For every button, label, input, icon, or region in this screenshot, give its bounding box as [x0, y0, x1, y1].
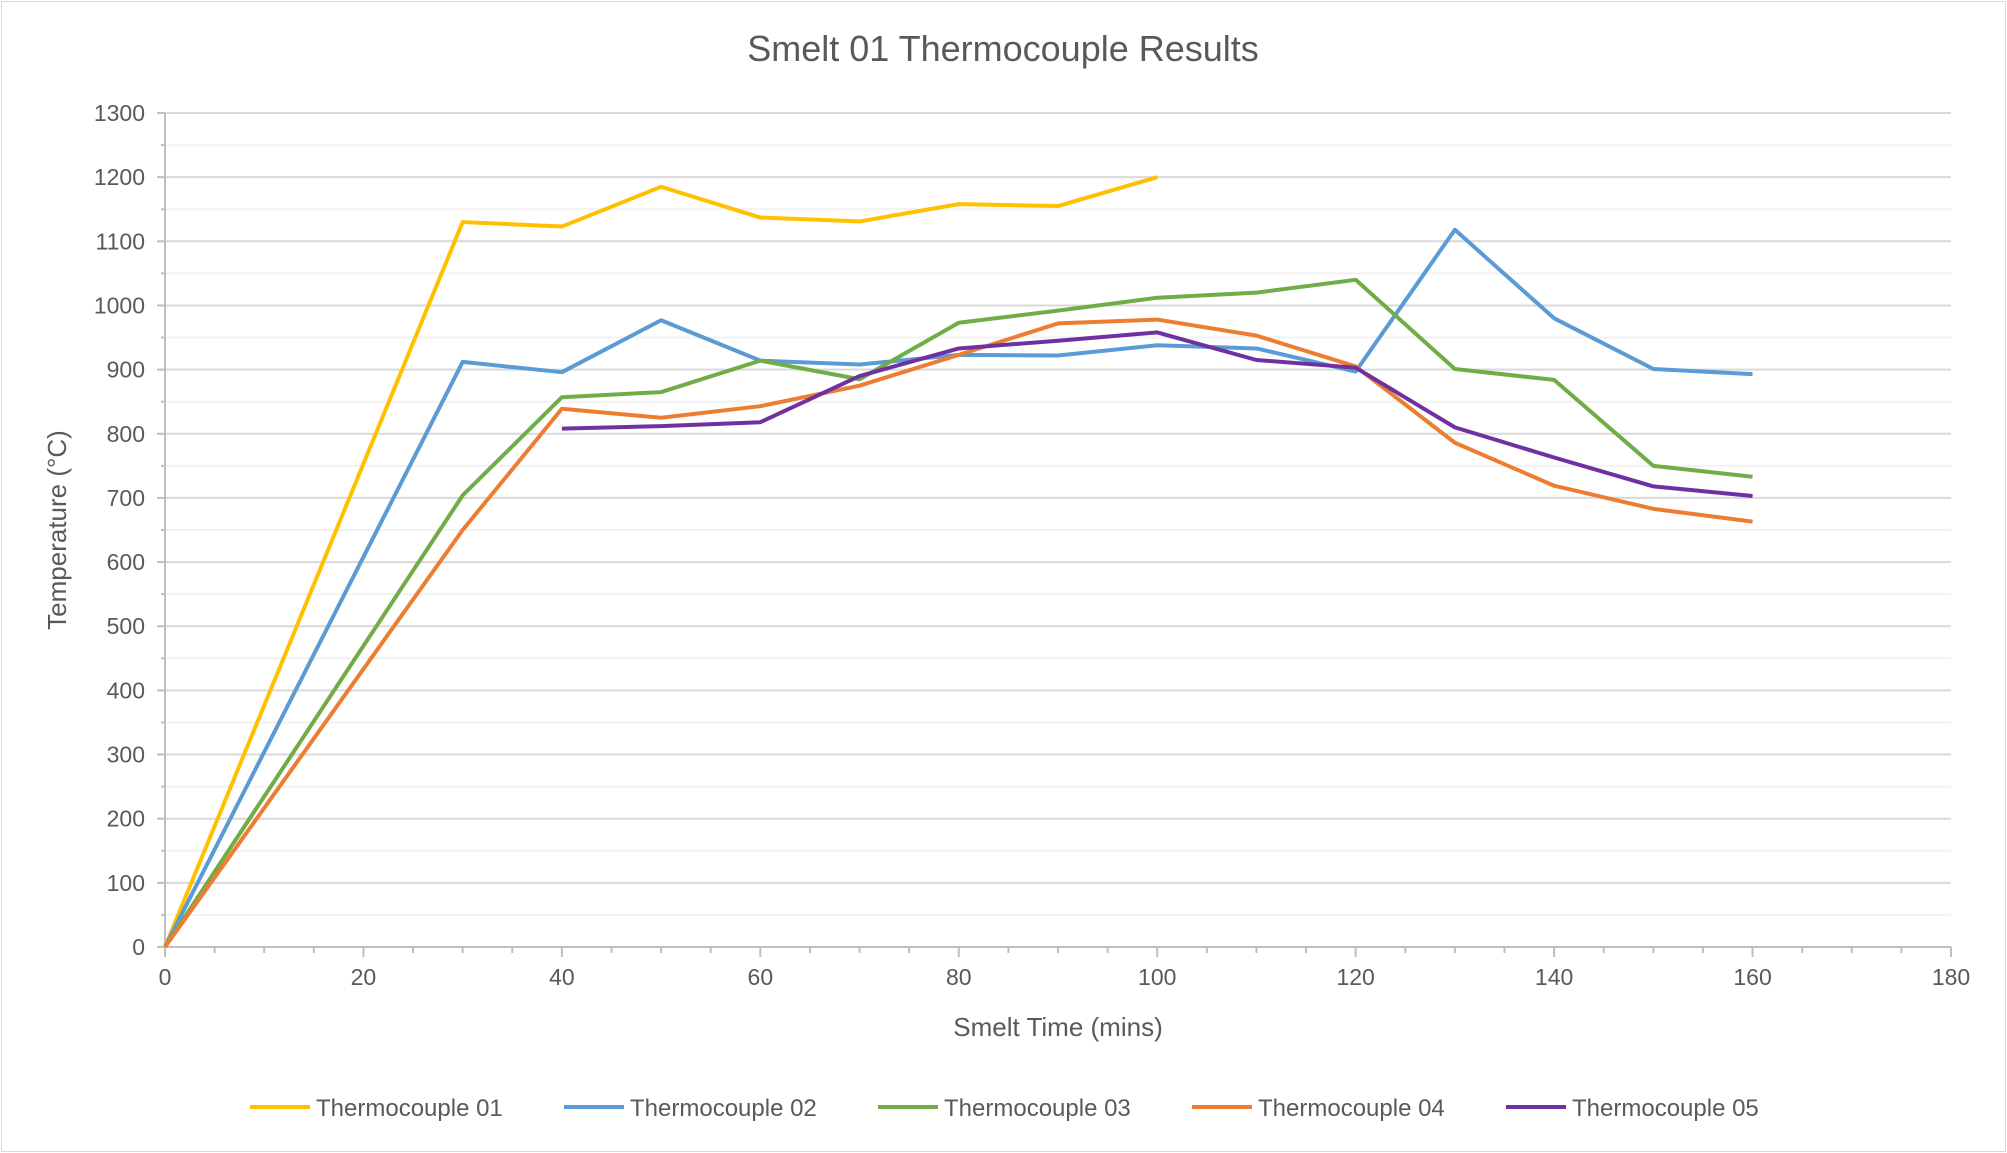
- legend-label-1: Thermocouple 01: [316, 1095, 503, 1122]
- legend-label-2: Thermocouple 02: [630, 1095, 817, 1122]
- y-tick-label: 600: [107, 549, 145, 575]
- legend-label-5: Thermocouple 05: [1572, 1095, 1759, 1122]
- y-tick-label: 200: [107, 806, 145, 832]
- x-tick-label: 160: [1733, 964, 1771, 990]
- x-tick-label: 120: [1336, 964, 1374, 990]
- x-tick-label: 180: [1932, 964, 1970, 990]
- y-tick-label: 400: [107, 677, 145, 703]
- x-tick-label: 100: [1138, 964, 1176, 990]
- y-tick-label: 300: [107, 742, 145, 768]
- x-tick-label: 20: [351, 964, 377, 990]
- chart-title: Smelt 01 Thermocouple Results: [747, 28, 1259, 69]
- series-line-4: [163, 317, 1753, 949]
- y-tick-label: 500: [107, 613, 145, 639]
- y-tick-label: 1200: [94, 164, 145, 190]
- x-tick-label: 40: [549, 964, 575, 990]
- legend-label-3: Thermocouple 03: [944, 1095, 1131, 1122]
- x-tick-label: 60: [748, 964, 774, 990]
- legend-label-4: Thermocouple 04: [1258, 1095, 1445, 1122]
- x-tick-label: 140: [1535, 964, 1573, 990]
- y-tick-label: 700: [107, 485, 145, 511]
- series-line-1: [163, 175, 1158, 948]
- y-tick-label: 1300: [94, 100, 145, 126]
- series-line-3: [163, 277, 1753, 949]
- y-tick-label: 1100: [96, 228, 145, 254]
- y-tick-label: 900: [107, 357, 145, 383]
- series-line-2: [163, 227, 1753, 948]
- y-tick-label: 100: [107, 870, 145, 896]
- x-axis-label: Smelt Time (mins): [953, 1012, 1162, 1042]
- x-tick-label: 0: [159, 964, 172, 990]
- y-tick-label: 800: [107, 421, 145, 447]
- y-tick-label: 0: [132, 934, 145, 960]
- y-tick-label: 1000: [94, 292, 145, 318]
- series-line-5: [561, 330, 1753, 498]
- x-tick-label: 80: [946, 964, 972, 990]
- y-axis-label: Temperature (°C): [42, 430, 72, 630]
